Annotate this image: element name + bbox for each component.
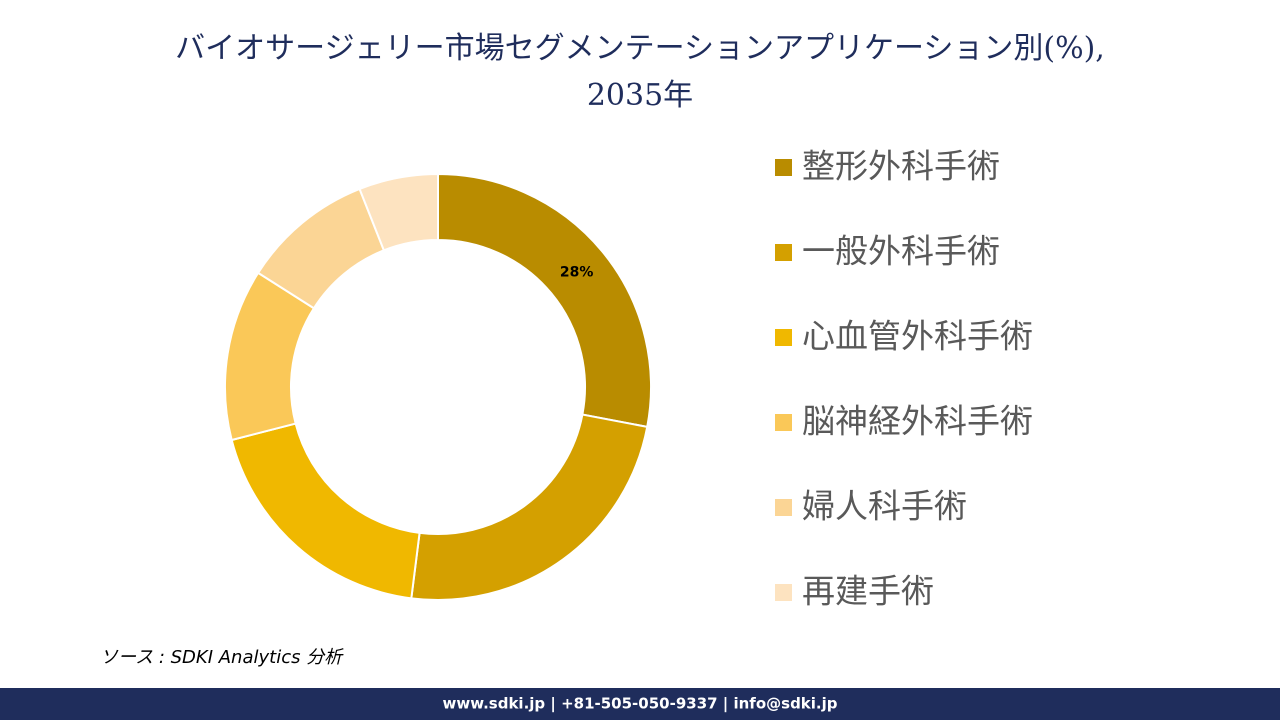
legend-swatch <box>775 499 792 516</box>
donut-segment <box>410 413 649 601</box>
legend-swatch <box>775 584 792 601</box>
donut-segment <box>437 172 652 429</box>
legend-swatch <box>775 244 792 261</box>
legend-label: 婦人科手術 <box>802 487 967 526</box>
footer-text: www.sdki.jp | +81-505-050-9337 | info@sd… <box>442 695 837 714</box>
legend-swatch <box>775 414 792 431</box>
legend-label: 心血管外科手術 <box>802 317 1033 356</box>
legend-swatch <box>775 159 792 176</box>
chart-title: バイオサージェリー市場セグメンテーションアプリケーション別(%), <box>175 31 1105 66</box>
legend-swatch <box>775 329 792 346</box>
data-label: 28% <box>560 264 594 280</box>
legend-label: 脳神経外科手術 <box>802 402 1033 441</box>
legend-label: 整形外科手術 <box>802 147 1000 186</box>
donut-segment <box>358 172 439 252</box>
legend-label: 再建手術 <box>802 572 934 611</box>
legend-label: 一般外科手術 <box>802 232 1000 271</box>
donut-segment <box>230 422 421 600</box>
chart-title: 2035年 <box>587 78 693 113</box>
footer-bar <box>0 688 1280 720</box>
source-note: ソース : SDKI Analytics 分析 <box>100 647 344 668</box>
